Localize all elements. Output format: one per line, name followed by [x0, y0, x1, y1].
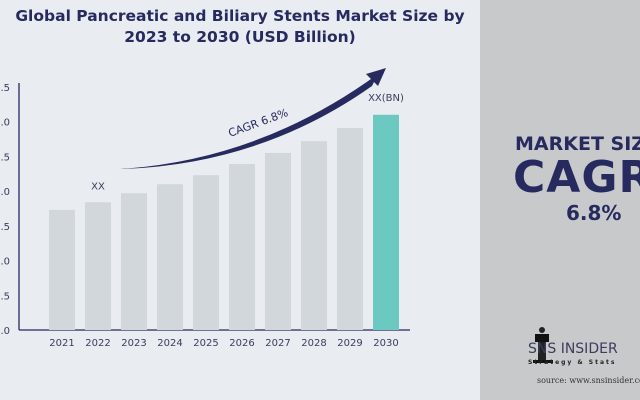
bar-chart: 0.0 0.5 1.0 1.5 2.0 2.5 3.0 3.5 2021 2022 2023 2024…: [0, 68, 410, 349]
market-size-label: MARKET SIZE: [515, 133, 640, 155]
y-tick-label: 3.0: [0, 118, 10, 129]
x-tick-label: 2022: [85, 338, 110, 349]
y-tick-label: 3.5: [0, 83, 10, 94]
bar-2021: [49, 209, 75, 330]
logo-tagline: Strategy & Stats: [528, 359, 617, 366]
x-tick-label: 2027: [265, 338, 290, 349]
data-label: XX: [91, 181, 105, 192]
bar-2022: [85, 202, 111, 330]
side-panel: MARKET SIZE CAGR 6.8% SNS INSIDER Strate…: [480, 0, 640, 400]
chart-title: Global Pancreatic and Biliary Stents Mar…: [15, 7, 465, 46]
bar-2028: [301, 141, 327, 330]
x-tick-label: 2024: [157, 338, 182, 349]
x-tick-label: 2028: [301, 338, 326, 349]
bar-2027: [265, 152, 291, 330]
y-tick-label: 0.0: [0, 326, 10, 337]
arrow-head-icon: [366, 68, 386, 86]
x-tick-label: 2026: [229, 338, 254, 349]
x-tick-label: 2021: [49, 338, 74, 349]
cagr-label: CAGR: [513, 152, 640, 203]
bar-2024: [157, 184, 183, 330]
chess-rook-logo-icon: [533, 327, 553, 363]
cagr-value: 6.8%: [566, 201, 622, 225]
y-tick-label: 2.0: [0, 187, 10, 198]
x-tick-label: 2030: [373, 338, 398, 349]
y-tick-label: 1.0: [0, 257, 10, 268]
bar-2029: [337, 127, 363, 330]
y-tick-label: 2.5: [0, 152, 10, 163]
x-tick-label: 2025: [193, 338, 218, 349]
source-link[interactable]: source: www.snsinsider.com: [537, 376, 640, 385]
y-tick-label: 0.5: [0, 291, 10, 302]
bar-2023: [121, 193, 147, 330]
y-tick-label: 1.5: [0, 222, 10, 233]
bar-2025: [193, 175, 219, 330]
x-tick-label: 2023: [121, 338, 146, 349]
bar-2030: [373, 114, 399, 331]
bar-2026: [229, 164, 255, 330]
data-label: XX(BN): [368, 93, 404, 104]
logo-text: SNS INSIDER: [528, 341, 618, 357]
x-tick-label: 2029: [337, 338, 362, 349]
